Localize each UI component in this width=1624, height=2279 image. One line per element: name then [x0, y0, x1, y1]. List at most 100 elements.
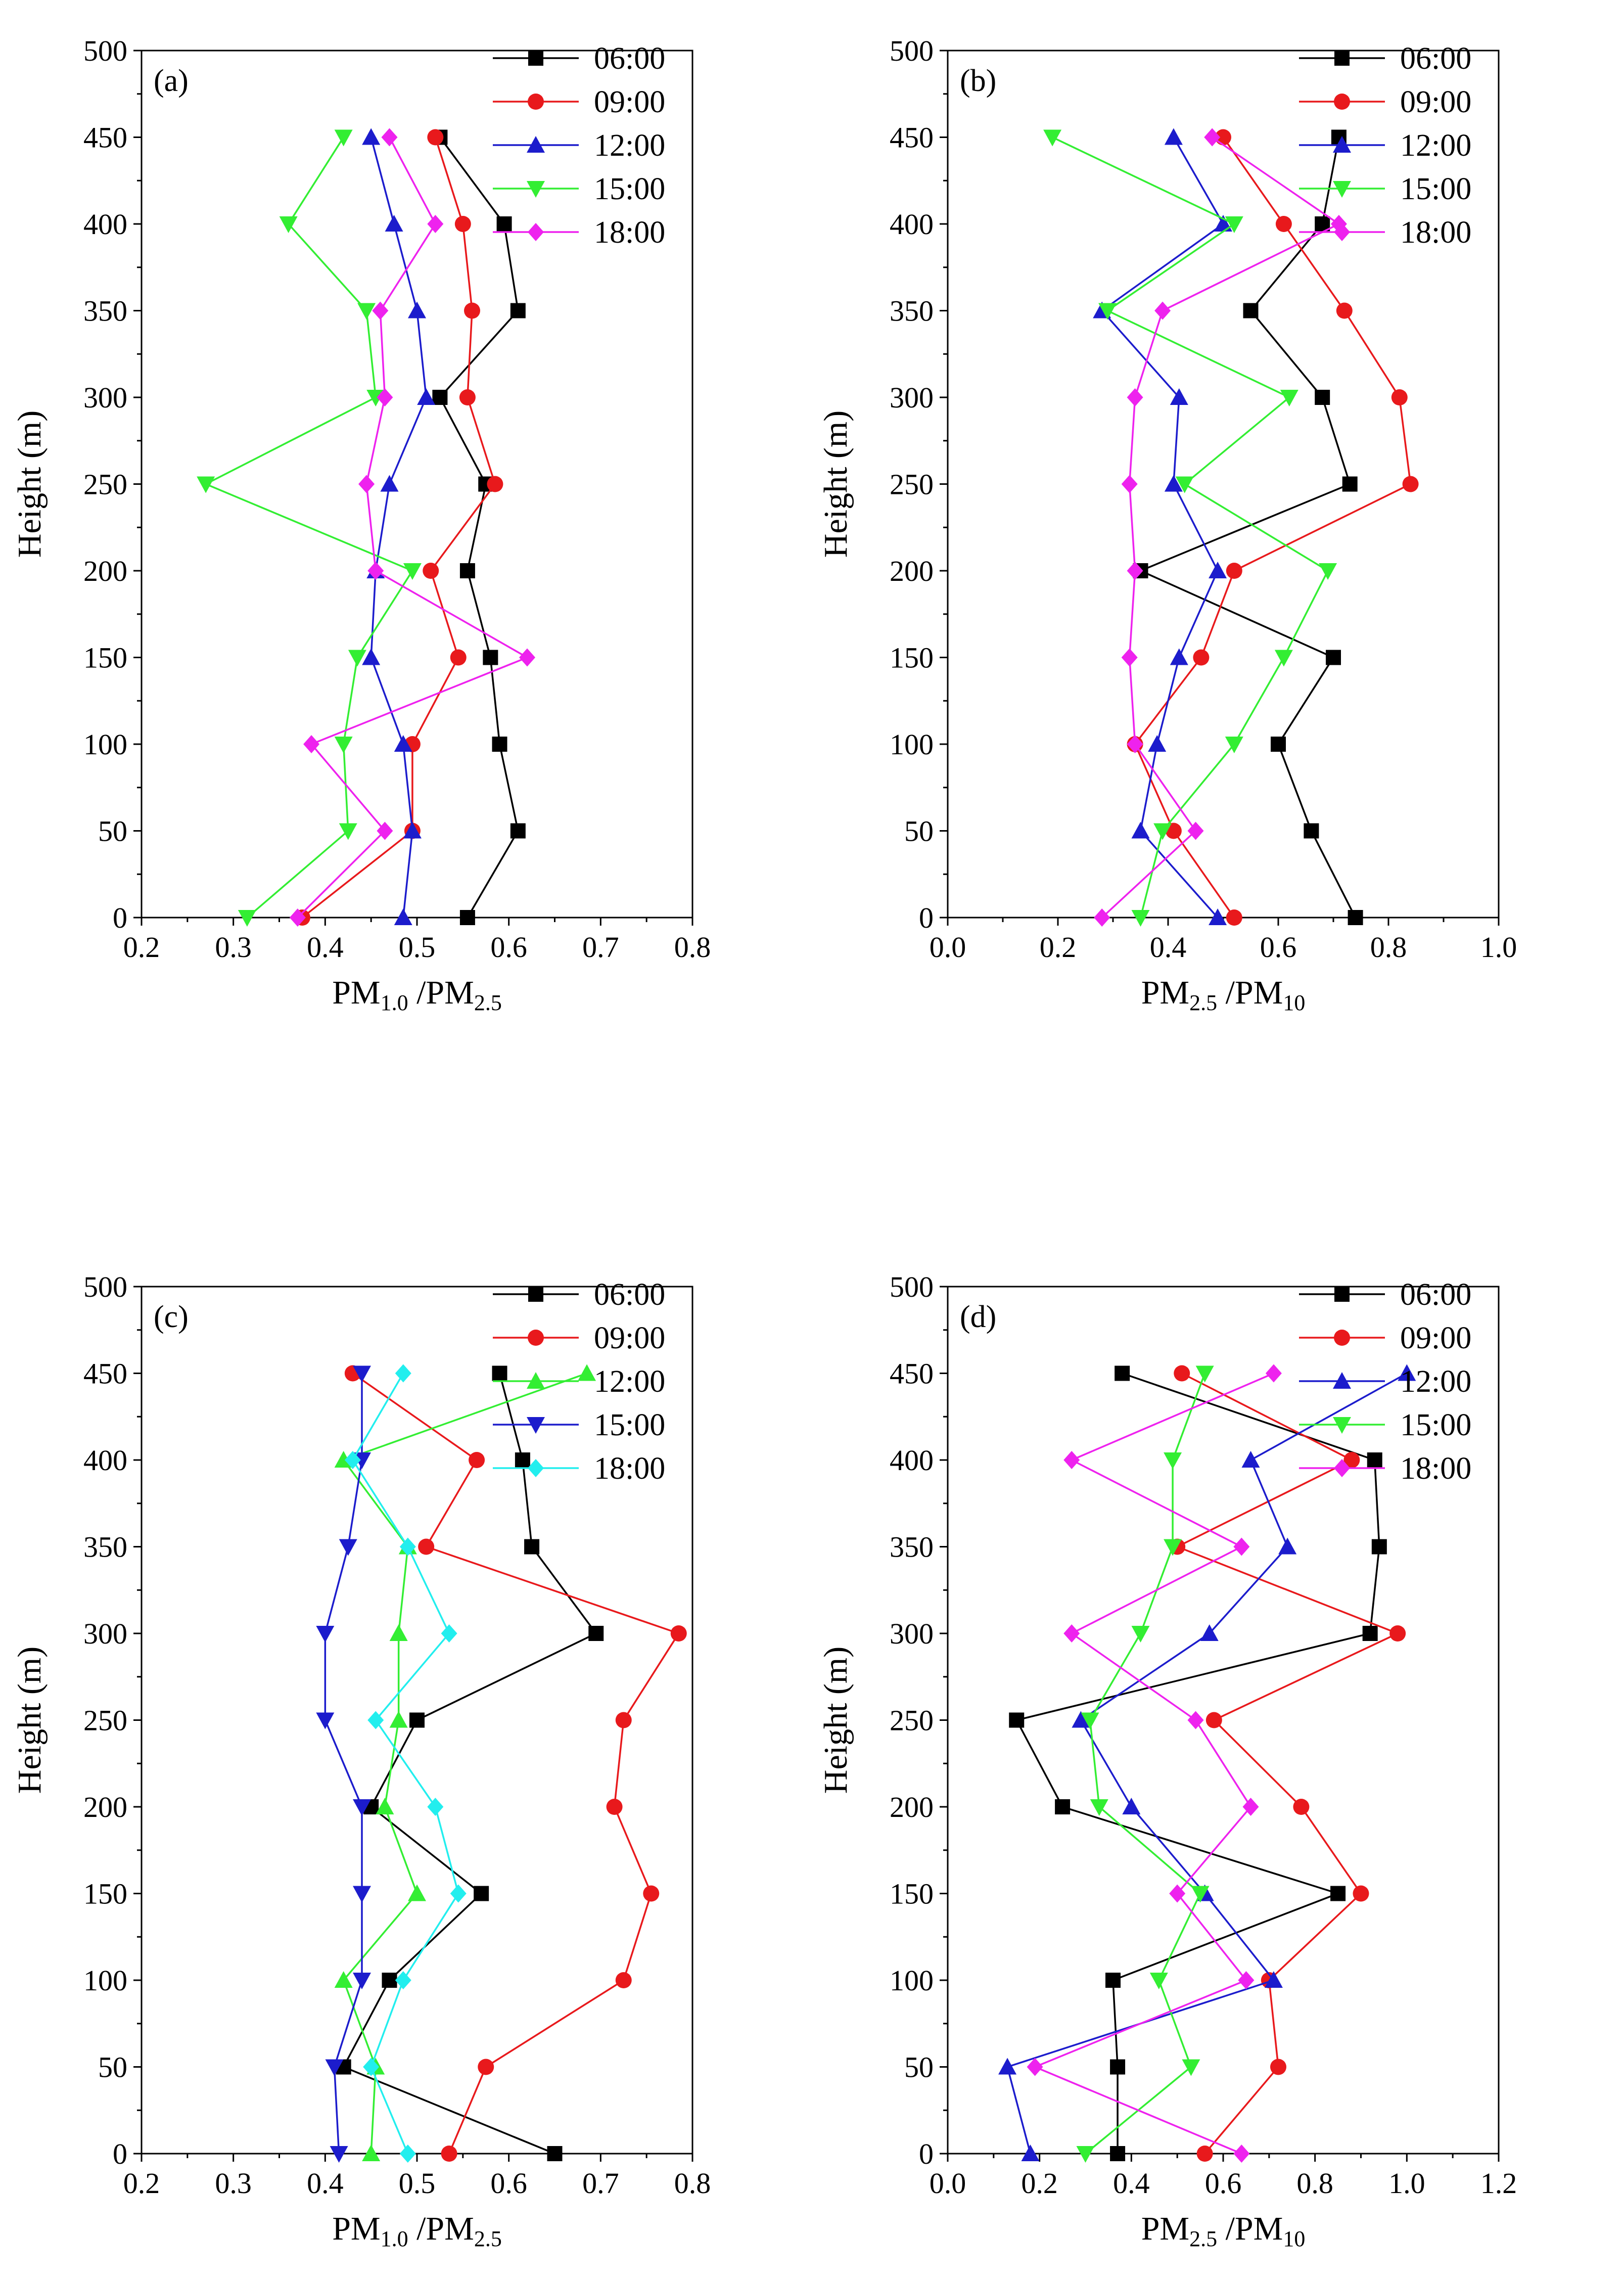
data-point: [1098, 303, 1117, 320]
data-point: [1175, 476, 1194, 493]
data-point: [1164, 128, 1183, 145]
data-point: [1009, 1712, 1025, 1728]
data-point: [1081, 1712, 1099, 1729]
data-point: [334, 1971, 353, 1988]
data-point: [1319, 563, 1337, 580]
data-point: [1110, 2146, 1126, 2161]
legend-marker: [1333, 181, 1351, 198]
data-point: [483, 650, 498, 665]
x-tick-label: 0.6: [490, 931, 527, 964]
data-point: [1238, 1971, 1255, 1989]
x-tick-label: 0.4: [307, 931, 344, 964]
data-point: [1121, 475, 1138, 493]
series-line: [1101, 136, 1341, 919]
data-point: [330, 2146, 348, 2163]
y-axis-title: Height (m): [817, 411, 854, 558]
legend-marker: [528, 1287, 543, 1302]
data-point: [1209, 562, 1227, 578]
data-point: [1063, 1451, 1080, 1469]
data-point: [377, 388, 393, 406]
legend-marker: [528, 223, 544, 241]
series-line: [439, 136, 519, 918]
data-point: [1205, 1712, 1222, 1728]
y-tick-label: 0: [113, 901, 127, 934]
series-09:00: [344, 1365, 687, 2162]
series-12:00: [998, 1364, 1416, 2161]
series-15:00: [316, 1365, 371, 2163]
data-point: [380, 475, 399, 492]
legend-label: 06:00: [1400, 1278, 1471, 1312]
x-tick-label: 1.2: [1480, 2167, 1517, 2200]
legend-marker: [527, 136, 545, 153]
legend-marker: [527, 1372, 545, 1389]
data-point: [1115, 1365, 1130, 1381]
legend-label: 12:00: [594, 1364, 665, 1399]
y-tick-label: 400: [890, 208, 934, 241]
x-tick-label: 0.7: [582, 2167, 619, 2200]
series-line: [351, 1373, 459, 2154]
series-18:00: [289, 128, 535, 927]
panel-label: (b): [960, 64, 996, 98]
data-point: [1076, 2146, 1095, 2163]
legend-label: 09:00: [594, 1321, 665, 1355]
series-15:00: [197, 129, 422, 927]
y-tick-label: 150: [83, 642, 127, 674]
series-18:00: [1027, 1364, 1282, 2163]
y-axis-title: Height (m): [817, 1647, 854, 1794]
y-tick-label: 100: [890, 728, 934, 761]
data-point: [1169, 1884, 1186, 1903]
data-point: [1164, 475, 1183, 492]
data-point: [432, 390, 448, 405]
y-tick-label: 350: [890, 295, 934, 328]
legend-label: 09:00: [1400, 85, 1471, 119]
data-point: [423, 563, 439, 579]
data-point: [1336, 302, 1353, 319]
y-tick-label: 300: [83, 1617, 127, 1650]
data-point: [1121, 648, 1138, 667]
series-line: [1033, 1372, 1274, 2155]
y-tick-label: 400: [83, 208, 127, 241]
data-point: [441, 1624, 457, 1643]
x-tick-label: 1.0: [1388, 2167, 1425, 2200]
data-point: [1265, 1364, 1282, 1383]
legend-label: 18:00: [594, 215, 665, 250]
y-tick-label: 400: [83, 1444, 127, 1477]
legend-label: 06:00: [594, 1278, 665, 1312]
y-tick-label: 150: [890, 642, 934, 674]
y-tick-label: 500: [83, 34, 127, 67]
x-tick-label: 0.4: [1150, 931, 1187, 964]
data-point: [469, 1452, 485, 1468]
data-point: [1270, 2059, 1286, 2075]
data-point: [547, 2146, 563, 2161]
legend-label: 06:00: [594, 41, 665, 76]
data-point: [427, 1798, 444, 1816]
legend-marker: [1334, 94, 1350, 110]
legend-marker: [1333, 136, 1351, 153]
panel-label: (d): [960, 1300, 996, 1334]
data-point: [303, 735, 320, 753]
data-point: [588, 1626, 604, 1641]
series-line: [1138, 137, 1357, 918]
panel-label: (a): [154, 64, 189, 98]
legend-marker: [1334, 1459, 1350, 1477]
data-point: [474, 1886, 489, 1901]
x-tick-label: 0.7: [582, 931, 619, 964]
data-point: [459, 563, 475, 578]
legend: 06:00 09:00 12:00 15:00 18:00: [1299, 1278, 1471, 1486]
y-tick-label: 350: [83, 1531, 127, 1564]
x-tick-label: 0.8: [674, 2167, 711, 2200]
x-tick-label: 0.2: [1040, 931, 1077, 964]
data-point: [344, 1451, 361, 1469]
data-point: [441, 2146, 457, 2162]
y-tick-label: 50: [98, 2051, 127, 2084]
data-point: [1226, 563, 1242, 579]
data-point: [1241, 1451, 1260, 1468]
data-point: [1271, 737, 1286, 752]
y-tick-label: 250: [890, 1704, 934, 1737]
legend-label: 09:00: [1400, 1321, 1471, 1355]
legend-label: 15:00: [594, 172, 665, 206]
series-12:00: [362, 128, 436, 925]
data-point: [381, 128, 398, 147]
y-tick-label: 0: [919, 2137, 934, 2170]
